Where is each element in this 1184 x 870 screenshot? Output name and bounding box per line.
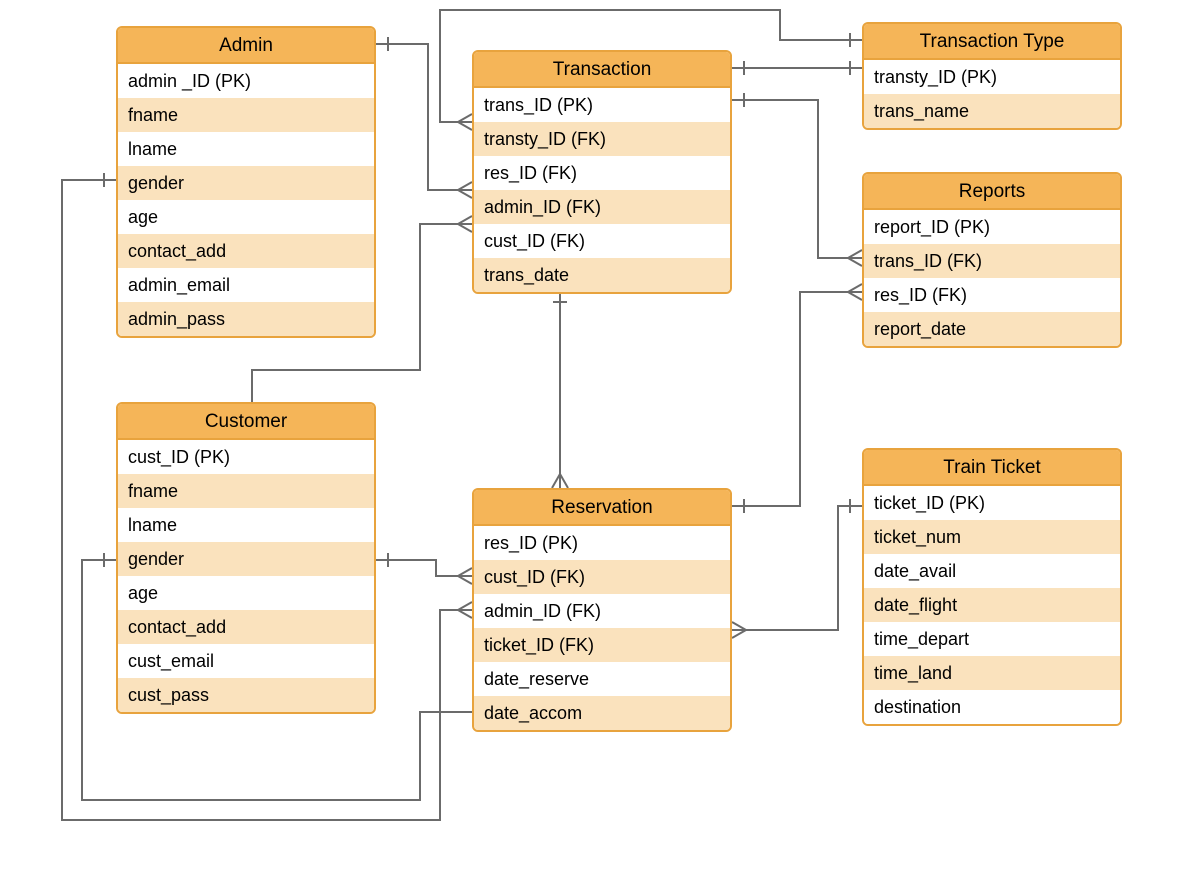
entity-field: res_ID (PK) <box>474 526 730 560</box>
entity-reports: Reportsreport_ID (PK)trans_ID (FK)res_ID… <box>862 172 1122 348</box>
entity-field: admin_email <box>118 268 374 302</box>
entity-field: ticket_ID (FK) <box>474 628 730 662</box>
entity-field: date_reserve <box>474 662 730 696</box>
entity-field: admin_ID (FK) <box>474 594 730 628</box>
entity-field: lname <box>118 508 374 542</box>
entity-field: cust_email <box>118 644 374 678</box>
entity-field: time_land <box>864 656 1120 690</box>
entity-header: Train Ticket <box>864 450 1120 486</box>
erd-canvas: Adminadmin _ID (PK)fnamelnamegenderageco… <box>0 0 1184 870</box>
entity-field: age <box>118 576 374 610</box>
entity-field: fname <box>118 474 374 508</box>
entity-train_ticket: Train Ticketticket_ID (PK)ticket_numdate… <box>862 448 1122 726</box>
entity-field: res_ID (FK) <box>474 156 730 190</box>
entity-field: date_avail <box>864 554 1120 588</box>
entity-field: report_date <box>864 312 1120 346</box>
entity-field: ticket_num <box>864 520 1120 554</box>
entity-field: cust_ID (FK) <box>474 224 730 258</box>
entity-field: trans_name <box>864 94 1120 128</box>
entity-field: cust_pass <box>118 678 374 712</box>
entity-field: admin_pass <box>118 302 374 336</box>
entity-header: Transaction Type <box>864 24 1120 60</box>
entity-reservation: Reservationres_ID (PK)cust_ID (FK)admin_… <box>472 488 732 732</box>
entity-field: res_ID (FK) <box>864 278 1120 312</box>
entity-field: trans_ID (FK) <box>864 244 1120 278</box>
entity-field: cust_ID (PK) <box>118 440 374 474</box>
entity-field: report_ID (PK) <box>864 210 1120 244</box>
entity-header: Transaction <box>474 52 730 88</box>
entity-header: Reports <box>864 174 1120 210</box>
entity-transaction_type: Transaction Typetransty_ID (PK)trans_nam… <box>862 22 1122 130</box>
entity-transaction: Transactiontrans_ID (PK)transty_ID (FK)r… <box>472 50 732 294</box>
entity-field: date_accom <box>474 696 730 730</box>
entity-field: contact_add <box>118 234 374 268</box>
entity-field: fname <box>118 98 374 132</box>
entity-header: Customer <box>118 404 374 440</box>
entity-field: date_flight <box>864 588 1120 622</box>
entity-header: Reservation <box>474 490 730 526</box>
entity-field: trans_date <box>474 258 730 292</box>
entity-field: transty_ID (FK) <box>474 122 730 156</box>
entity-field: transty_ID (PK) <box>864 60 1120 94</box>
entity-field: trans_ID (PK) <box>474 88 730 122</box>
entity-field: gender <box>118 542 374 576</box>
entity-customer: Customercust_ID (PK)fnamelnamegenderagec… <box>116 402 376 714</box>
entity-field: time_depart <box>864 622 1120 656</box>
entity-field: ticket_ID (PK) <box>864 486 1120 520</box>
entity-field: age <box>118 200 374 234</box>
entity-field: destination <box>864 690 1120 724</box>
entity-field: cust_ID (FK) <box>474 560 730 594</box>
entity-admin: Adminadmin _ID (PK)fnamelnamegenderageco… <box>116 26 376 338</box>
entity-field: contact_add <box>118 610 374 644</box>
entity-field: admin_ID (FK) <box>474 190 730 224</box>
entity-field: gender <box>118 166 374 200</box>
entity-field: lname <box>118 132 374 166</box>
entity-header: Admin <box>118 28 374 64</box>
entity-field: admin _ID (PK) <box>118 64 374 98</box>
